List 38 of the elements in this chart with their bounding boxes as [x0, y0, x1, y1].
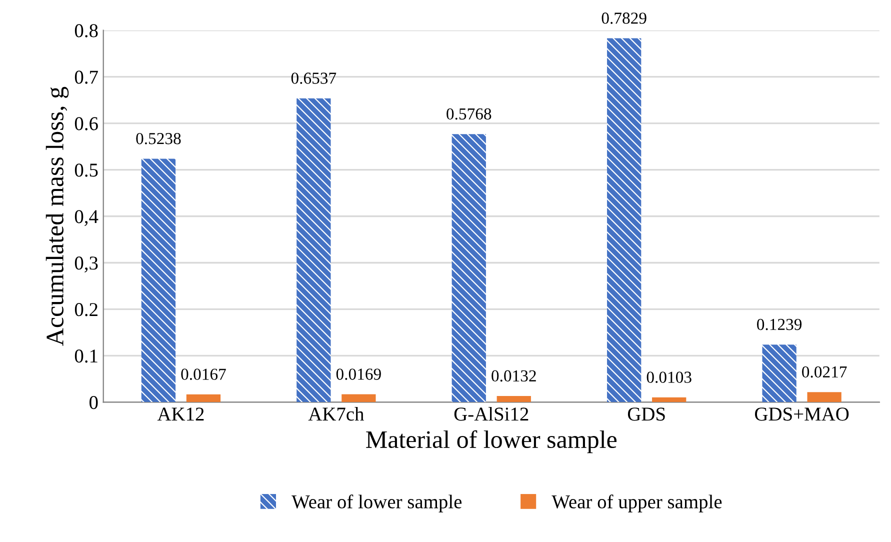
data-label: 0.7829: [602, 12, 646, 24]
bar: [496, 396, 531, 402]
bar: [607, 38, 642, 402]
bar: [452, 134, 486, 402]
data-label: 0.6537: [291, 72, 336, 84]
bar: [296, 98, 331, 402]
data-label: 0.0169: [336, 368, 381, 380]
y-tick-label: 0.2: [74, 303, 98, 316]
bar: [762, 344, 796, 402]
data-label: 0.0217: [802, 366, 847, 378]
y-tick-label: 0.5: [74, 164, 98, 177]
x-tick-label: AK7ch: [308, 407, 364, 421]
y-axis-title: Accumulated mass loss, g: [46, 86, 69, 346]
y-tick-label: 0: [90, 396, 98, 410]
legend-label: Wear of lower sample: [292, 494, 462, 512]
x-tick-label: GDS+MAO: [754, 408, 849, 421]
data-label: 0.5768: [446, 108, 492, 120]
y-tick-label: 0.8: [74, 24, 98, 38]
data-label: 0.0103: [646, 372, 692, 383]
y-tick-label: 0.1: [74, 350, 98, 363]
y-tick-label: 0,4: [74, 210, 98, 226]
x-axis-title: Material of lower sample: [366, 430, 617, 454]
x-tick-label: GDS: [628, 408, 665, 421]
y-tick-label: 0.6: [74, 117, 98, 130]
bar: [186, 394, 221, 402]
y-tick-label: 0.7: [74, 70, 98, 84]
bar: [141, 158, 176, 402]
data-label: 0.0132: [492, 370, 536, 382]
y-tick-label: 0,3: [74, 256, 98, 272]
data-label: 0.1239: [757, 318, 802, 330]
data-label: 0.5238: [136, 132, 181, 144]
bar: [807, 392, 842, 402]
legend-label: Wear of upper sample: [552, 494, 722, 512]
bar: [342, 394, 376, 402]
x-tick-label: G-AlSi12: [454, 407, 528, 421]
x-tick-label: AK12: [157, 408, 204, 421]
bar: [652, 397, 686, 402]
data-label: 0.0167: [181, 368, 226, 380]
